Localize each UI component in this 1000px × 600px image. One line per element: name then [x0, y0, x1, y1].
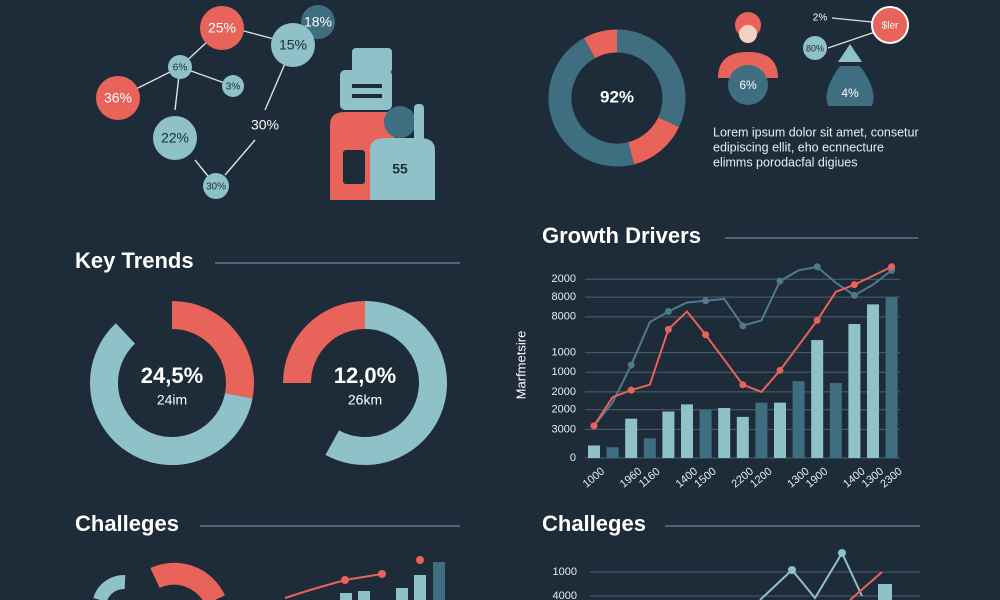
- line-point: [664, 325, 672, 333]
- body-text: edipiscing ellit, eho ecnnecture: [713, 140, 884, 154]
- chart-title: Growth Drivers: [542, 223, 701, 248]
- icon-label: 4%: [841, 86, 859, 100]
- bubble-label: 36%: [104, 90, 132, 106]
- y-tick-label: 2000: [552, 386, 576, 398]
- donut-segment: [171, 301, 254, 399]
- bar: [681, 404, 693, 458]
- bar: [588, 445, 600, 458]
- line-point: [850, 291, 858, 299]
- line-point: [739, 322, 747, 330]
- y-tick-label: 1000: [552, 366, 576, 378]
- icon-illustrations: [718, 6, 909, 106]
- icon-label: $ler: [882, 21, 899, 32]
- donut-segment: [584, 29, 618, 59]
- bubble-label: 25%: [208, 20, 236, 36]
- bubble: [168, 55, 192, 79]
- section-title: Key Trends: [75, 248, 194, 273]
- bar: [718, 407, 731, 458]
- bar: [736, 416, 749, 458]
- cropped-illustrations: [93, 549, 920, 600]
- line-point: [776, 366, 784, 374]
- section-title: Challeges: [75, 511, 179, 536]
- bubble-label: 30%: [251, 117, 279, 133]
- bubble-label: 6%: [173, 63, 188, 74]
- line-point: [664, 307, 672, 315]
- figure-illustration: [330, 48, 435, 200]
- bubble: [96, 76, 140, 120]
- y-tick-label: 8000: [552, 291, 576, 303]
- line-point: [813, 263, 821, 271]
- line-point: [627, 386, 635, 394]
- bar: [885, 297, 898, 458]
- line-point: [590, 422, 598, 430]
- y-tick-label: 2000: [552, 273, 576, 285]
- bubble: [200, 6, 244, 50]
- bubble-label: 22%: [161, 130, 189, 146]
- line-point: [627, 361, 635, 369]
- y-tick-label: 0: [570, 452, 576, 464]
- bar: [867, 304, 879, 458]
- bubble: [271, 23, 315, 67]
- line-point: [776, 277, 784, 285]
- bar: [811, 340, 824, 458]
- section-rules: [200, 237, 920, 527]
- donut-label: 24,5%: [141, 363, 203, 388]
- body-text: Lorem ipsum dolor sit amet, consetur: [713, 125, 919, 139]
- donut-segment: [616, 29, 686, 128]
- bar: [848, 323, 861, 458]
- bubble-label: 30%: [206, 182, 226, 193]
- bubble-label: 3%: [226, 82, 241, 93]
- icon-label: 80%: [806, 43, 824, 53]
- line-point: [813, 316, 821, 324]
- y-tick-label: 3000: [552, 423, 576, 435]
- bar: [643, 438, 656, 458]
- bar: [699, 409, 712, 458]
- line-point: [739, 381, 747, 389]
- bar: [625, 418, 638, 458]
- line-point: [888, 263, 896, 271]
- donut-sublabel: 26km: [348, 392, 382, 408]
- bar: [774, 402, 786, 458]
- y-tick-label: 1000: [552, 346, 576, 358]
- bubble: [222, 75, 244, 97]
- bar: [662, 411, 675, 458]
- line-point: [702, 297, 710, 305]
- body-text: elimms porodacfal digiues: [713, 155, 858, 169]
- bubble: [203, 173, 229, 199]
- donut-segment: [325, 301, 447, 465]
- donut-sublabel: 24im: [157, 392, 187, 408]
- bar: [606, 447, 619, 458]
- icon-label: 6%: [739, 78, 757, 92]
- bar: [755, 402, 768, 458]
- donut-segment: [283, 301, 366, 384]
- icon-label: 2%: [813, 13, 828, 24]
- section-title: Challeges: [542, 511, 646, 536]
- bubble-label: 15%: [279, 37, 307, 53]
- y-axis-label: Marfmetsire: [513, 331, 528, 400]
- bar: [829, 382, 842, 458]
- y-tick-label: 8000: [552, 311, 576, 323]
- y-tick-label: 2000: [552, 404, 576, 416]
- tick-label: 1000: [553, 566, 577, 578]
- bubble-label: 18%: [304, 14, 332, 30]
- donut-label: 12,0%: [334, 363, 396, 388]
- bubble: [153, 116, 197, 160]
- bar: [792, 381, 805, 458]
- line-point: [850, 281, 858, 289]
- line-point: [702, 331, 710, 339]
- donut-label: 92%: [600, 87, 634, 106]
- donut-segment: [548, 37, 635, 167]
- tick-label: 4000: [553, 590, 577, 600]
- donut-segment: [90, 323, 253, 465]
- jersey-number: 55: [392, 161, 408, 177]
- donut-segment: [627, 116, 679, 165]
